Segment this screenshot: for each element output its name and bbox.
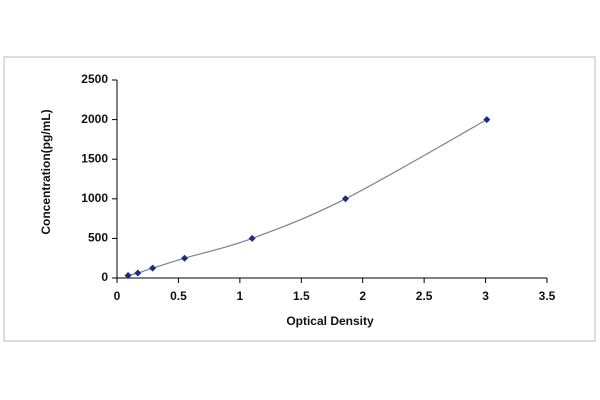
y-axis-title: Concentration(pg/mL) [39, 109, 53, 234]
y-tick-label: 2500 [81, 72, 108, 86]
data-point [483, 116, 491, 124]
y-tick-label: 500 [88, 231, 108, 245]
x-tick-label: 0 [114, 289, 121, 303]
y-tick-label: 1500 [81, 151, 108, 165]
x-tick-label: 3 [482, 289, 489, 303]
x-tick-label: 3.5 [539, 289, 556, 303]
x-tick-label: 1 [237, 289, 244, 303]
data-point [149, 264, 157, 272]
y-tick-label: 1000 [81, 191, 108, 205]
data-point [124, 272, 132, 280]
data-point [134, 269, 142, 277]
x-axis-title: Optical Density [286, 314, 374, 328]
fit-curve [127, 119, 488, 277]
y-tick-label: 0 [101, 270, 108, 284]
x-tick-label: 0.5 [170, 289, 187, 303]
x-tick-label: 2.5 [416, 289, 433, 303]
y-tick-label: 2000 [81, 112, 108, 126]
data-point [342, 195, 350, 203]
data-point [248, 234, 256, 242]
x-tick-label: 2 [359, 289, 366, 303]
x-tick-label: 1.5 [293, 289, 310, 303]
data-point [181, 254, 189, 262]
chart-border [3, 56, 596, 342]
